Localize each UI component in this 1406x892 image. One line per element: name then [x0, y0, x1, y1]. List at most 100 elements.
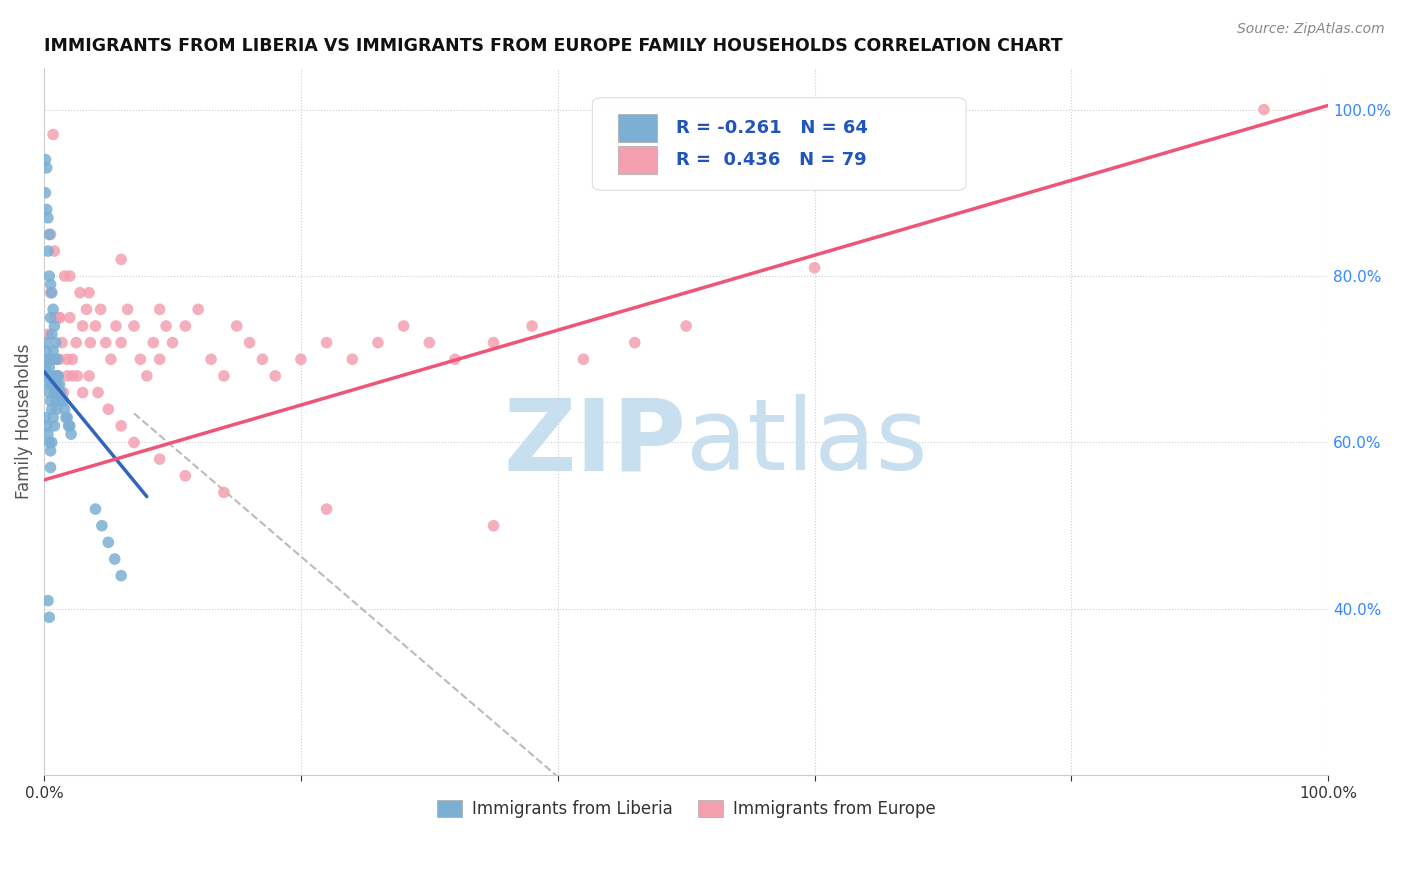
Point [418, 335, 440, 350]
Point [49, 385, 72, 400]
Point [65, 335, 87, 350]
FancyBboxPatch shape [592, 98, 966, 190]
Point [46, 368, 69, 383]
Point [44, 385, 66, 400]
Point [94, 335, 117, 350]
Point [60, 427, 83, 442]
Point [39, 460, 62, 475]
Point [264, 368, 287, 383]
Point [37, 593, 59, 607]
Point [34, 360, 56, 375]
Point [37, 427, 59, 442]
Text: ZIP: ZIP [503, 394, 686, 491]
Point [129, 352, 152, 367]
Point [59, 268, 82, 283]
Point [35, 343, 58, 358]
Point [35, 161, 58, 175]
Point [200, 352, 222, 367]
Point [38, 385, 60, 400]
Point [482, 335, 505, 350]
Legend: Immigrants from Liberia, Immigrants from Europe: Immigrants from Liberia, Immigrants from… [430, 793, 942, 825]
Point [212, 485, 235, 500]
Point [520, 318, 543, 333]
Point [104, 552, 127, 566]
Point [623, 335, 645, 350]
Point [34, 153, 56, 167]
Point [45, 335, 67, 350]
Point [44, 418, 66, 433]
Point [46, 352, 69, 367]
Point [37, 352, 59, 367]
Point [174, 318, 197, 333]
Point [187, 302, 209, 317]
Point [59, 418, 82, 433]
Point [392, 318, 415, 333]
Point [39, 310, 62, 325]
Point [76, 302, 98, 317]
Text: R = -0.261   N = 64: R = -0.261 N = 64 [676, 120, 868, 137]
Point [39, 227, 62, 242]
Point [39, 393, 62, 408]
Text: R =  0.436   N = 79: R = 0.436 N = 79 [676, 151, 866, 169]
Point [35, 418, 58, 433]
Point [44, 385, 66, 400]
Point [39, 285, 62, 300]
Point [39, 368, 62, 383]
Point [122, 318, 145, 333]
Point [38, 435, 60, 450]
Point [84, 502, 107, 516]
Point [37, 244, 59, 258]
Point [41, 402, 63, 417]
FancyBboxPatch shape [619, 114, 657, 142]
Point [48, 352, 70, 367]
Point [41, 435, 63, 450]
Point [51, 335, 73, 350]
Point [38, 227, 60, 242]
Point [90, 302, 112, 317]
Point [117, 302, 139, 317]
Point [38, 610, 60, 624]
Point [803, 260, 825, 275]
Point [155, 318, 177, 333]
Point [45, 393, 67, 408]
Point [42, 302, 65, 317]
Point [44, 318, 66, 333]
Point [41, 377, 63, 392]
Point [46, 368, 69, 383]
Point [46, 393, 69, 408]
Point [315, 335, 337, 350]
Point [39, 352, 62, 367]
Point [48, 310, 70, 325]
Point [105, 318, 128, 333]
Point [34, 335, 56, 350]
Point [100, 352, 122, 367]
Point [46, 402, 69, 417]
Point [77, 285, 100, 300]
Point [87, 385, 110, 400]
Point [77, 368, 100, 383]
Point [44, 310, 66, 325]
Point [42, 343, 65, 358]
Point [66, 368, 89, 383]
Point [290, 352, 312, 367]
Point [37, 368, 59, 383]
Point [135, 368, 157, 383]
Point [110, 252, 132, 267]
Text: Source: ZipAtlas.com: Source: ZipAtlas.com [1237, 22, 1385, 37]
Point [42, 377, 65, 392]
Point [59, 310, 82, 325]
Point [97, 535, 120, 549]
Point [252, 352, 274, 367]
Point [48, 310, 70, 325]
Point [149, 452, 172, 467]
FancyBboxPatch shape [619, 145, 657, 174]
Point [174, 468, 197, 483]
Text: atlas: atlas [686, 394, 928, 491]
Point [46, 368, 69, 383]
Point [35, 368, 58, 383]
Y-axis label: Family Households: Family Households [15, 344, 32, 500]
Point [37, 327, 59, 342]
Point [90, 518, 112, 533]
Point [53, 402, 76, 417]
Point [162, 335, 184, 350]
